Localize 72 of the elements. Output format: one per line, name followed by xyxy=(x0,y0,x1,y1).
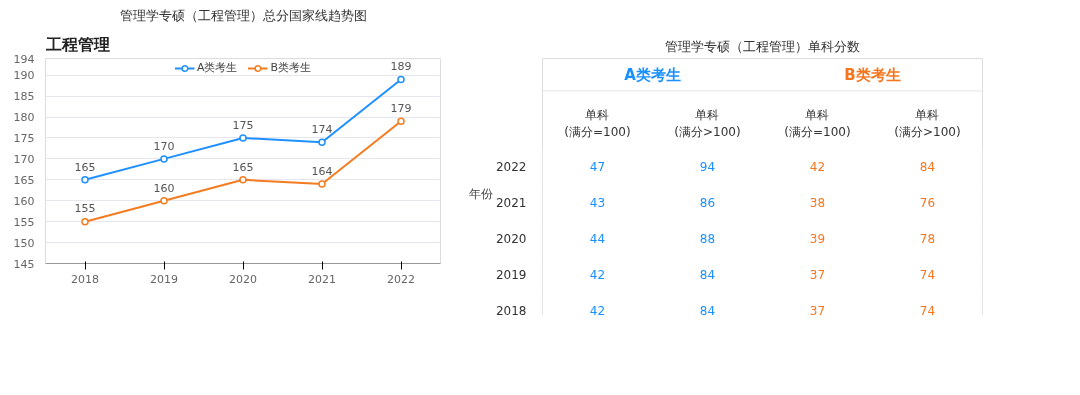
data-label: 165 xyxy=(232,160,254,174)
data-label: 43 xyxy=(589,196,606,210)
x-tick-label: 单科 (满分=100) xyxy=(564,107,631,139)
legend-label: B类考生 xyxy=(270,60,312,75)
data-label: 37 xyxy=(809,268,826,282)
data-label: 160 xyxy=(153,181,175,195)
y-tick-label: 180 xyxy=(13,111,35,125)
point xyxy=(160,197,168,205)
point xyxy=(318,138,326,146)
y-tick-label: 194 xyxy=(13,52,35,66)
data-label: 38 xyxy=(809,196,826,210)
x-tick-label: 单科 (满分>100) xyxy=(674,107,741,139)
data-label: 164 xyxy=(311,164,333,178)
x-tick-label: 2018 xyxy=(71,272,99,286)
data-label: 78 xyxy=(919,232,936,246)
point xyxy=(397,75,405,84)
y-tick-label: 170 xyxy=(13,152,35,166)
data-label: 42 xyxy=(809,160,826,174)
data-label: 74 xyxy=(919,268,936,282)
data-label: 84 xyxy=(699,304,716,318)
point xyxy=(81,176,89,184)
point xyxy=(160,155,168,163)
y-tick-label: 185 xyxy=(13,90,35,104)
x-tick-label: 2019 xyxy=(150,272,178,286)
x-tick-label: 2022 xyxy=(387,272,415,286)
data-label: 74 xyxy=(919,304,936,318)
x-tick-label: 单科 (满分>100) xyxy=(894,107,961,139)
text: 工程管理 xyxy=(44,34,110,54)
y-tick-label: 2021 xyxy=(495,196,527,210)
y-tick-label: 2022 xyxy=(495,160,527,174)
y-tick-label: 155 xyxy=(13,215,35,229)
data-label: 88 xyxy=(699,232,716,246)
x-tick-label: 单科 (满分=100) xyxy=(784,107,851,139)
text: B类考生 xyxy=(844,65,901,84)
data-label: 84 xyxy=(699,268,716,282)
point xyxy=(239,134,247,142)
text: A类考生 xyxy=(624,65,681,84)
data-label: 37 xyxy=(809,304,826,318)
data-label: 47 xyxy=(589,160,606,174)
data-label: 76 xyxy=(919,196,936,210)
x-tick-label: 2021 xyxy=(308,272,336,286)
y-axis-title: 年份 xyxy=(468,186,493,201)
data-label: 94 xyxy=(699,160,716,174)
y-tick-label: 175 xyxy=(13,131,35,145)
legend-label: A类考生 xyxy=(196,60,238,75)
y-tick-label: 150 xyxy=(13,236,35,250)
point xyxy=(81,217,89,226)
data-label: 174 xyxy=(311,122,333,136)
point xyxy=(397,117,405,125)
data-label: 170 xyxy=(153,139,175,153)
data-label: 42 xyxy=(589,268,606,282)
y-tick-label: 2020 xyxy=(495,232,527,246)
y-tick-label: 2018 xyxy=(495,304,527,318)
x-tick-label: 2020 xyxy=(229,272,257,286)
data-label: 42 xyxy=(589,304,606,318)
data-label: 44 xyxy=(589,232,606,246)
y-tick-label: 190 xyxy=(13,69,35,83)
data-label: 84 xyxy=(919,160,936,174)
y-tick-label: 145 xyxy=(13,257,35,271)
data-label: 175 xyxy=(232,118,254,132)
data-label: 189 xyxy=(390,60,412,74)
data-label: 155 xyxy=(74,202,96,216)
data-label: 165 xyxy=(74,160,96,174)
y-tick-label: 160 xyxy=(13,194,35,208)
chart-title: 管理学专硕（工程管理）总分国家线趋势图 xyxy=(119,7,367,23)
y-tick-label: 165 xyxy=(13,173,35,187)
chart-title: 管理学专硕（工程管理）单科分数 xyxy=(665,38,860,54)
point xyxy=(239,176,247,184)
data-label: 39 xyxy=(809,232,826,246)
point xyxy=(318,180,326,188)
data-label: 179 xyxy=(390,102,412,116)
data-label: 86 xyxy=(699,196,716,210)
